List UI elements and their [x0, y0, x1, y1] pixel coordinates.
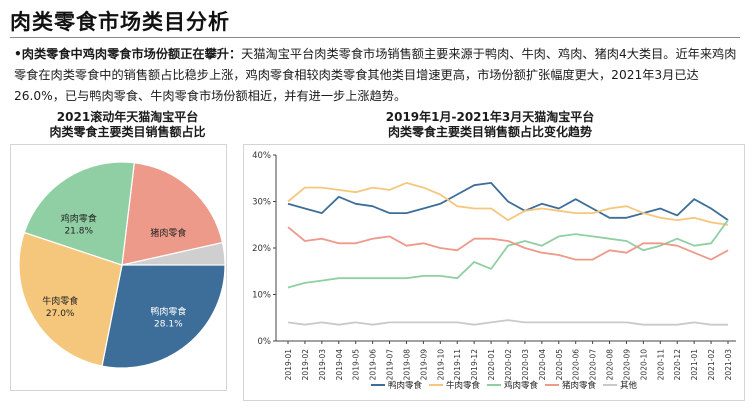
pie-slice: [101, 264, 226, 369]
y-tick-label: 30%: [252, 198, 271, 208]
line-title-line-1: 2019年1月-2021年3月天猫淘宝平台: [385, 110, 595, 124]
x-tick-label: 2019-02: [301, 349, 310, 381]
x-tick-label: 2019-08: [402, 349, 411, 381]
series-line: [287, 182, 729, 221]
legend-label: 猪肉零食: [562, 380, 597, 391]
pie-chart-title: 2021滚动年天猫淘宝平台 肉类零食主要类目销售额占比: [20, 110, 235, 140]
summary-body: 天猫淘宝平台肉类零食市场销售额主要来源于鸭肉、牛肉、鸡肉、猪肉4大类目。近年来鸡…: [14, 47, 737, 103]
legend-label: 其他: [620, 380, 638, 391]
x-tick-label: 2021-01: [690, 349, 699, 381]
pie-slice-value: 27.0%: [46, 309, 75, 319]
x-tick-label: 2019-10: [436, 349, 445, 381]
x-tick-label: 2019-09: [419, 349, 428, 381]
x-tick-label: 2020-10: [639, 349, 648, 381]
x-tick-label: 2021-02: [707, 349, 716, 381]
pie-slice-label: 猪肉零食: [150, 227, 186, 239]
pie-title-line-2: 肉类零食主要类目销售额占比: [49, 125, 206, 139]
line-chart: 0% 10% 20% 30% 40% 2019-01 2019-02 2019-03 2019-…: [252, 151, 736, 391]
pie-title-line-1: 2021滚动年天猫淘宝平台: [56, 110, 199, 124]
x-tick-label: 2020-06: [572, 349, 581, 381]
x-tick-label: 2019-07: [386, 349, 395, 381]
x-tick-label: 2019-01: [284, 349, 293, 381]
x-tick-label: 2020-09: [622, 349, 631, 381]
pie-slice-value: 21.8%: [64, 227, 93, 237]
series-line: [287, 219, 729, 289]
pie-slice-label: 牛肉零食: [42, 295, 78, 307]
title-divider: [10, 37, 740, 38]
pie-slice-value: 28.1%: [154, 319, 183, 329]
summary-paragraph: •肉类零食中鸡肉零食市场份额正在攀升：天猫淘宝平台肉类零食市场销售额主要来源于鸭…: [14, 44, 740, 107]
legend-label: 鸭肉零食: [388, 380, 423, 391]
pie-slice: [121, 162, 224, 266]
line-chart-panel: 0% 10% 20% 30% 40% 2019-01 2019-02 2019-03 2019-…: [243, 144, 745, 401]
summary-lead: •肉类零食中鸡肉零食市场份额正在攀升：: [14, 47, 242, 61]
pie-slice-label: 鸭肉零食: [150, 305, 186, 317]
page-title: 肉类零食市场类目分析: [10, 10, 230, 34]
y-tick-label: 20%: [252, 244, 271, 254]
x-tick-label: 2020-01: [487, 349, 496, 381]
series-line: [287, 319, 728, 326]
x-tick-label: 2019-04: [335, 349, 344, 381]
x-tick-label: 2019-11: [453, 349, 462, 381]
x-tick-label: 2020-12: [673, 349, 682, 381]
line-chart-title: 2019年1月-2021年3月天猫淘宝平台 肉类零食主要类目销售额占比变化趋势: [290, 110, 690, 140]
x-tick-label: 2019-03: [318, 349, 327, 381]
pie-slice: [18, 231, 123, 367]
x-tick-label: 2019-12: [470, 349, 479, 381]
x-tick-label: 2021-03: [724, 349, 733, 381]
x-tick-label: 2019-06: [369, 349, 378, 381]
y-tick-label: 0%: [258, 337, 272, 347]
pie-slice-label: 鸡肉零食: [61, 213, 97, 225]
x-tick-label: 2020-04: [538, 349, 547, 381]
y-tick-label: 40%: [252, 151, 271, 161]
x-tick-label: 2020-03: [521, 349, 530, 381]
legend-label: 鸡肉零食: [504, 380, 539, 391]
y-tick-label: 10%: [252, 291, 271, 301]
x-tick-label: 2020-05: [555, 349, 564, 381]
x-tick-label: 2020-07: [589, 349, 598, 381]
x-tick-label: 2020-08: [606, 349, 615, 381]
pie-slice: [23, 161, 135, 266]
series-line: [287, 226, 729, 261]
legend-label: 牛肉零食: [446, 380, 481, 391]
line-title-line-2: 肉类零食主要类目销售额占比变化趋势: [387, 125, 592, 139]
title-bar: 肉类零食市场类目分析: [10, 4, 230, 38]
x-tick-label: 2020-02: [504, 349, 513, 381]
series-line: [287, 182, 729, 226]
x-tick-label: 2019-05: [352, 349, 361, 381]
x-tick-label: 2020-11: [656, 349, 665, 381]
